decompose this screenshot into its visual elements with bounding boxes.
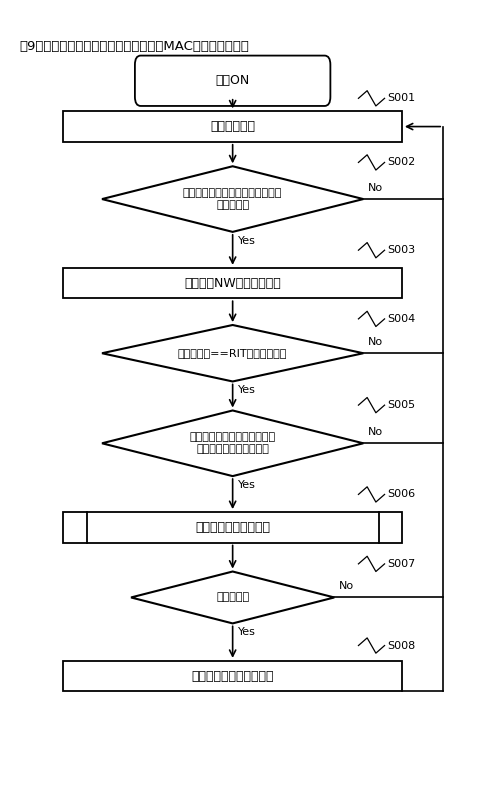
- Text: S002: S002: [388, 157, 416, 168]
- Text: Yes: Yes: [237, 627, 256, 638]
- Polygon shape: [102, 410, 363, 476]
- Bar: [64, 512, 402, 542]
- Text: Yes: Yes: [237, 386, 256, 395]
- Text: データ送信シーケンス: データ送信シーケンス: [195, 521, 270, 533]
- Text: 上りバッファに受信元ランク
への送信データが存在？: 上りバッファに受信元ランク への送信データが存在？: [190, 432, 276, 454]
- Text: No: No: [368, 183, 383, 193]
- Text: データをNW制御部に転送: データをNW制御部に転送: [184, 277, 281, 289]
- Text: 上りバッファからクリア: 上りバッファからクリア: [192, 669, 274, 683]
- Text: 図9　ネットワーク未接続状態におけるMAC制御部の動作例: 図9 ネットワーク未接続状態におけるMAC制御部の動作例: [20, 41, 249, 53]
- Text: No: No: [368, 337, 383, 347]
- Polygon shape: [102, 166, 363, 232]
- Bar: [64, 661, 402, 692]
- Text: Yes: Yes: [237, 480, 256, 490]
- Text: No: No: [368, 427, 383, 437]
- Text: S007: S007: [388, 559, 416, 569]
- Text: 自局宛（ブロードキャスト含む）
パケット？: 自局宛（ブロードキャスト含む） パケット？: [183, 188, 282, 210]
- Text: 受信データ==RITリクエスト？: 受信データ==RITリクエスト？: [178, 348, 287, 359]
- Polygon shape: [102, 325, 363, 382]
- Text: 受信待ち受け: 受信待ち受け: [210, 120, 255, 133]
- Bar: [64, 111, 402, 142]
- Text: No: No: [339, 581, 354, 591]
- Text: 送信成功？: 送信成功？: [216, 592, 249, 603]
- Text: S005: S005: [388, 400, 416, 410]
- Text: S008: S008: [388, 641, 416, 650]
- Text: Yes: Yes: [237, 235, 256, 246]
- Text: 電源ON: 電源ON: [216, 74, 250, 87]
- Text: S006: S006: [388, 490, 416, 499]
- Polygon shape: [131, 572, 334, 623]
- Text: S003: S003: [388, 245, 416, 255]
- FancyBboxPatch shape: [135, 56, 331, 106]
- Bar: [64, 268, 402, 298]
- Text: S001: S001: [388, 93, 416, 103]
- Text: S004: S004: [388, 314, 416, 324]
